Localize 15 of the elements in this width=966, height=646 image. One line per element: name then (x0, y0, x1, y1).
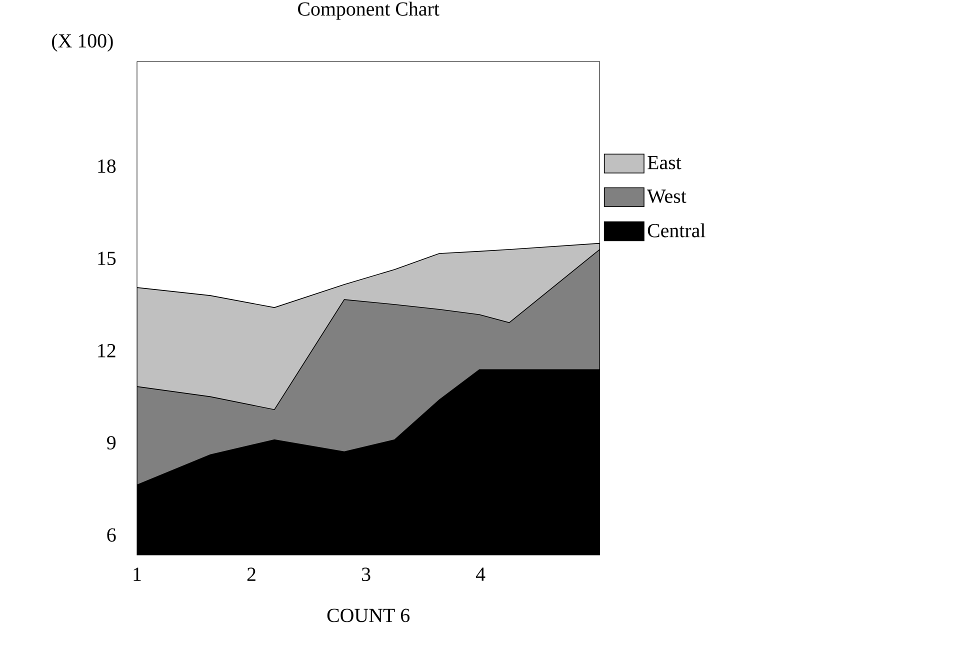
y-axis-title: (X 100) (52, 34, 113, 52)
x-tick-label: 1 (134, 568, 141, 581)
legend-label: Central (648, 223, 706, 238)
y-tick-label: 6 (107, 528, 116, 542)
x-tick-label: 3 (362, 568, 370, 582)
y-tick-label: 9 (107, 436, 116, 450)
legend-label: West (647, 190, 686, 204)
y-tick-label: 12 (98, 344, 116, 358)
x-axis-title: COUNT 6 (327, 608, 410, 622)
legend-label: East (648, 156, 682, 170)
x-tick-label: 2 (247, 568, 256, 581)
y-tick-label: 18 (98, 159, 116, 173)
x-tick-label: 4 (476, 568, 486, 581)
y-tick-label: 15 (98, 252, 116, 266)
chart-title: Component Chart (298, 2, 440, 20)
